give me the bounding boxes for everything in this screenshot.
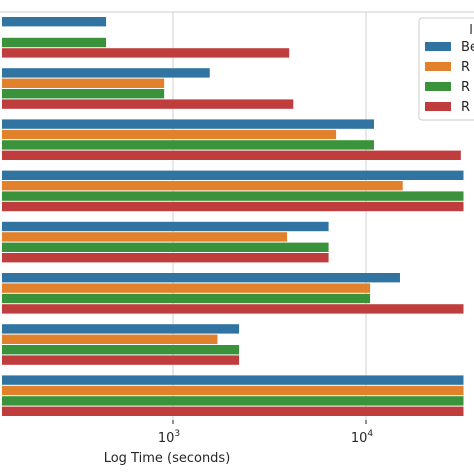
bar-group7-series2 xyxy=(1,334,218,344)
bar-group5-series1 xyxy=(1,221,329,232)
x-axis: 103 104 xyxy=(158,420,374,446)
legend-title: l xyxy=(469,23,473,38)
bar-group3-series2 xyxy=(1,129,337,140)
legend-label-1: Be xyxy=(461,40,474,55)
bars xyxy=(1,17,464,416)
bar-group4-series2 xyxy=(1,181,403,191)
legend-label-3: R xyxy=(461,80,470,95)
bar-group3-series4 xyxy=(1,150,461,160)
bar-group6-series2 xyxy=(1,283,371,293)
legend-label-4: R xyxy=(461,100,470,115)
bar-group8-series3 xyxy=(1,396,464,406)
x-tick-label-1: 104 xyxy=(351,429,374,446)
bar-group7-series4 xyxy=(1,355,240,365)
bar-group8-series1 xyxy=(1,375,464,385)
bar-group2-series1 xyxy=(1,68,210,78)
bar-group2-series4 xyxy=(1,99,294,109)
bar-group6-series4 xyxy=(1,304,464,314)
bar-group5-series2 xyxy=(1,232,288,242)
bar-group1-series3 xyxy=(1,37,107,48)
legend-swatch-4 xyxy=(425,102,451,111)
bar-group2-series3 xyxy=(1,89,165,99)
bar-group4-series3 xyxy=(1,191,464,201)
legend-swatch-1 xyxy=(425,42,451,51)
bar-group6-series1 xyxy=(1,273,400,283)
x-axis-label: Log Time (seconds) xyxy=(104,451,231,466)
x-tick-label-0: 103 xyxy=(158,429,180,446)
bar-group1-series4 xyxy=(1,48,290,58)
bar-group2-series2 xyxy=(1,78,165,88)
bar-group4-series1 xyxy=(1,170,464,180)
bar-group6-series3 xyxy=(1,293,371,304)
bar-group8-series2 xyxy=(1,385,464,396)
bar-group5-series3 xyxy=(1,242,329,252)
bar-group1-series1 xyxy=(1,17,107,27)
bar-group7-series3 xyxy=(1,345,240,355)
bar-group3-series3 xyxy=(1,140,374,150)
bar-group4-series4 xyxy=(1,201,464,212)
legend-swatch-3 xyxy=(425,82,451,91)
legend-swatch-2 xyxy=(425,62,451,71)
bar-group7-series1 xyxy=(1,324,240,334)
bar-group3-series1 xyxy=(1,119,374,129)
bar-group5-series4 xyxy=(1,253,329,263)
legend-label-2: R xyxy=(461,60,470,75)
bar-group8-series4 xyxy=(1,406,464,416)
